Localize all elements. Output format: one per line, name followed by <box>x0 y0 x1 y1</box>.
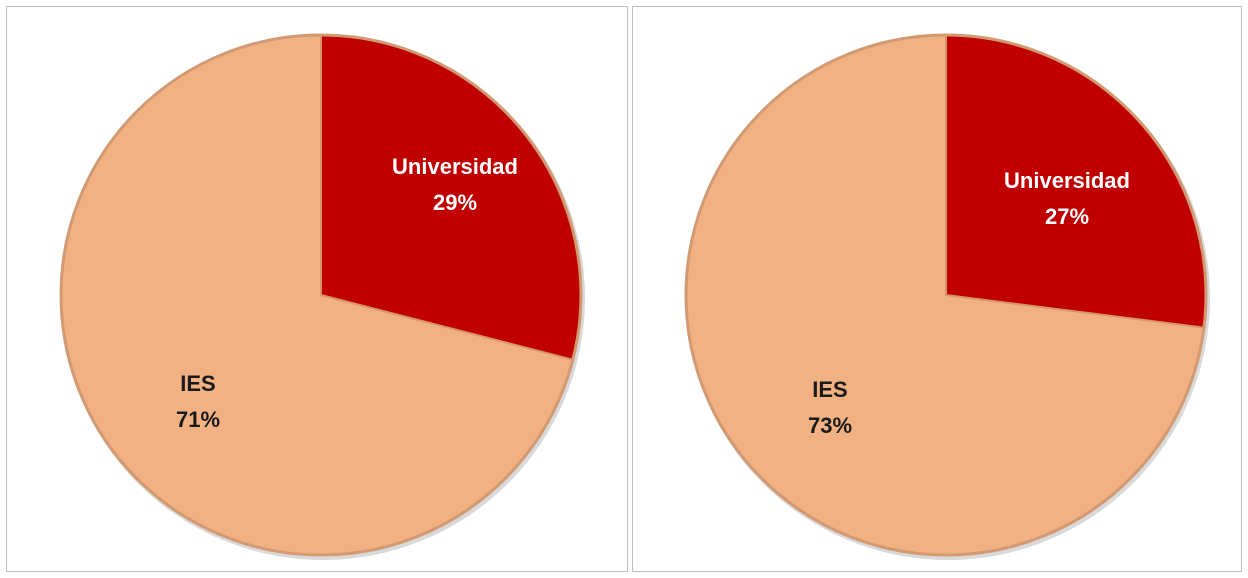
slice-label-universidad: Universidad <box>392 154 518 179</box>
slice-value-ies: 73% <box>808 413 852 438</box>
slice-value-universidad: 27% <box>1045 204 1089 229</box>
pie-rim <box>59 33 583 557</box>
pie-chart-left: Universidad 29% IES 71% <box>59 33 585 560</box>
chart-panel-right: Universidad 27% IES 73% <box>632 6 1242 572</box>
chart-panel-left: Universidad 29% IES 71% <box>6 6 628 572</box>
slice-value-universidad: 29% <box>433 190 477 215</box>
pie-rim <box>684 33 1208 557</box>
slice-label-universidad: Universidad <box>1004 168 1130 193</box>
slice-label-ies: IES <box>812 377 847 402</box>
slice-label-ies: IES <box>180 371 215 396</box>
slice-value-ies: 71% <box>176 407 220 432</box>
pie-chart-right: Universidad 27% IES 73% <box>684 33 1210 560</box>
